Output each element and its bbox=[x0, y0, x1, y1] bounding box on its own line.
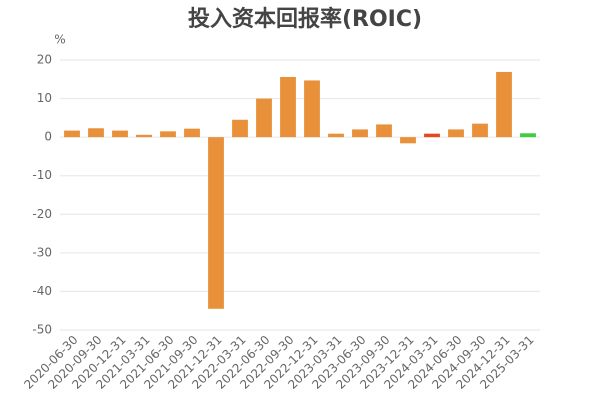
bar bbox=[232, 119, 248, 138]
bar bbox=[472, 123, 488, 138]
bar bbox=[208, 137, 224, 309]
bar bbox=[112, 130, 128, 138]
y-tick-label: 10 bbox=[37, 91, 52, 105]
bar bbox=[520, 133, 536, 138]
y-tick-label: -30 bbox=[32, 245, 52, 259]
bar bbox=[88, 128, 104, 138]
bar bbox=[448, 129, 464, 138]
y-tick-label: -20 bbox=[32, 207, 52, 221]
y-tick-label: -40 bbox=[32, 284, 52, 298]
bar bbox=[424, 133, 440, 138]
bar bbox=[64, 130, 80, 138]
bar bbox=[136, 134, 152, 138]
y-tick-label: -10 bbox=[32, 168, 52, 182]
bar bbox=[280, 76, 296, 138]
bar bbox=[256, 98, 272, 138]
bar bbox=[352, 129, 368, 138]
y-tick-label: 0 bbox=[44, 130, 52, 144]
bar bbox=[328, 133, 344, 138]
chart-title: 投入资本回报率(ROIC) bbox=[188, 6, 422, 32]
bar bbox=[376, 124, 392, 138]
bar bbox=[160, 131, 176, 138]
bar bbox=[496, 71, 512, 138]
y-tick-label: -50 bbox=[32, 323, 52, 337]
bar bbox=[304, 80, 320, 138]
bar bbox=[184, 128, 200, 138]
y-axis-unit: % bbox=[54, 33, 65, 47]
bar bbox=[400, 137, 416, 144]
y-tick-label: 20 bbox=[37, 53, 52, 67]
